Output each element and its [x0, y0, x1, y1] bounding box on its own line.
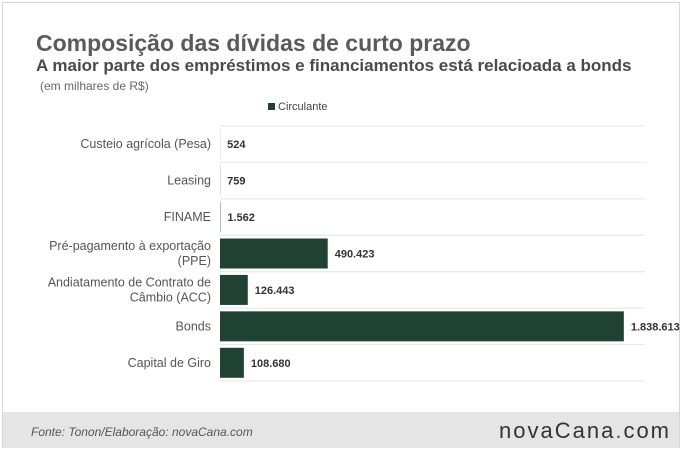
data-label: 1.838.613	[631, 321, 680, 333]
legend-label: Circulante	[278, 101, 328, 113]
bar	[220, 311, 624, 342]
bar	[220, 274, 248, 305]
chart-frame	[2, 2, 680, 448]
category-label: FINAME	[164, 210, 211, 224]
novacana-logo: novaCana.com	[499, 418, 671, 444]
data-label: 759	[227, 176, 245, 188]
category-label: Leasing	[167, 174, 211, 188]
category-label: Custeio agrícola (Pesa)	[80, 137, 211, 151]
legend: Circulante	[268, 101, 328, 113]
legend-swatch	[268, 102, 275, 110]
chart-subtitle: A maior parte dos empréstimos e financia…	[36, 56, 632, 75]
data-label: 524	[227, 139, 246, 151]
logo-text: novaCana	[499, 418, 616, 443]
source-note: Fonte: Tonon/Elaboração: novaCana.com	[31, 425, 253, 439]
data-label: 126.443	[255, 285, 295, 297]
category-label: (PPE)	[178, 254, 211, 268]
category-label: Câmbio (ACC)	[130, 290, 211, 304]
category-label: Andiatamento de Contrato de	[48, 275, 211, 289]
bar	[220, 238, 328, 269]
bar	[220, 347, 244, 378]
category-label: Capital de Giro	[128, 356, 211, 370]
data-label: 490.423	[335, 249, 375, 261]
data-label: 108.680	[251, 358, 291, 370]
footer: Fonte: Tonon/Elaboração: novaCana.com no…	[3, 412, 679, 448]
unit-note: (em milhares de R$)	[40, 79, 149, 93]
chart-title: Composição das dívidas de curto prazo	[36, 30, 471, 56]
bar-chart: Custeio agrícola (Pesa) 524 Leasing 759 FINA…	[48, 125, 680, 382]
data-label: 1.562	[227, 212, 255, 224]
category-label: Bonds	[176, 319, 211, 333]
logo-suffix: com	[623, 418, 671, 443]
logo-dot: .	[615, 418, 624, 443]
category-label: Pré-pagamento à exportação	[49, 239, 211, 253]
